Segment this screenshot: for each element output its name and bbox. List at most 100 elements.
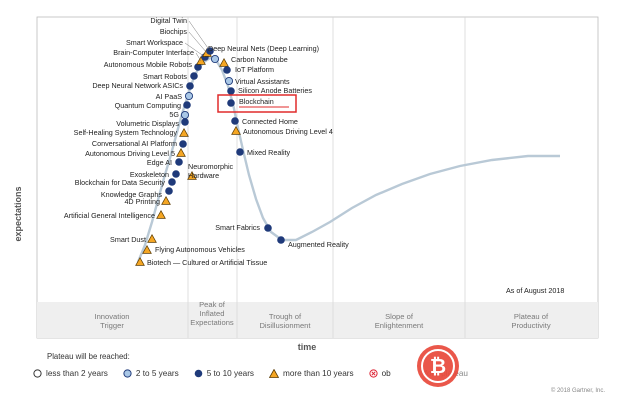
label-smart-workspace: Smart Workspace	[126, 38, 183, 47]
label-connected-home: Connected Home	[242, 117, 298, 126]
label-quantum-computing: Quantum Computing	[115, 101, 181, 110]
marker-ai-paas	[184, 91, 194, 101]
connector-line	[188, 20, 211, 52]
phase-label: Trough of	[269, 312, 302, 321]
label-augmented-reality: Augmented Reality	[288, 240, 349, 249]
legend-label: less than 2 years	[46, 369, 108, 378]
label-5g: 5G	[169, 110, 179, 119]
label-autonomous-mobile-robots: Autonomous Mobile Robots	[104, 60, 193, 69]
label-smart-robots: Smart Robots	[143, 72, 187, 81]
marker-iot-platform	[223, 66, 231, 74]
phase-label: Inflated	[200, 309, 225, 318]
marker-neuromorphic-hardware	[187, 170, 197, 180]
marker-carbon-nanotube	[219, 57, 229, 67]
label-conversational-ai-platform: Conversational AI Platform	[92, 139, 177, 148]
as-of-date: As of August 2018	[506, 286, 565, 295]
label-4d-printing: 4D Printing	[124, 197, 160, 206]
phase-label: Peak of	[199, 300, 226, 309]
label-digital-twin: Digital Twin	[150, 16, 187, 25]
x-axis-label: time	[298, 342, 317, 352]
phase-label: Productivity	[511, 321, 550, 330]
phase-label: Disillusionment	[259, 321, 311, 330]
copyright-credit: © 2018 Gartner, Inc.	[550, 388, 605, 394]
phase-label: Trigger	[100, 321, 124, 330]
marker-flying-autonomous-vehicles	[142, 244, 152, 254]
svg-text:₿: ₿	[430, 354, 446, 378]
connector-line	[188, 31, 208, 54]
marker-biotech-cultured-or-artificial-tissue	[135, 256, 145, 266]
marker-knowledge-graphs	[165, 187, 173, 195]
technology-markers	[135, 20, 285, 266]
marker-5g	[180, 110, 190, 120]
label-carbon-nanotube: Carbon Nanotube	[231, 55, 288, 64]
label-smart-dust: Smart Dust	[110, 235, 146, 244]
bitcoin-watermark-icon: ₿	[417, 345, 459, 387]
label-flying-autonomous-vehicles: Flying Autonomous Vehicles	[155, 245, 245, 254]
marker-smart-fabrics	[264, 224, 272, 232]
marker-mixed-reality	[236, 148, 244, 156]
label-deep-neural-nets-deep-learning: Deep Neural Nets (Deep Learning)	[208, 44, 319, 53]
marker-deep-neural-nets-deep-learning	[210, 54, 220, 64]
marker-4d-printing	[161, 195, 171, 205]
marker-blockchain-for-data-security	[168, 178, 176, 186]
marker-silicon-anode-batteries	[227, 87, 235, 95]
label-mixed-reality: Mixed Reality	[247, 148, 291, 157]
marker-blockchain	[227, 99, 235, 107]
legend-2-to-5-years: 2 to 5 years	[123, 369, 179, 378]
marker-smart-dust	[147, 233, 157, 243]
y-axis-label: expectations	[13, 186, 23, 241]
marker-virtual-assistants	[224, 76, 234, 86]
connector-line	[195, 52, 202, 62]
label-silicon-anode-batteries: Silicon Anode Batteries	[238, 86, 312, 95]
phase-label: Plateau of	[514, 312, 549, 321]
phase-label: Slope of	[385, 312, 414, 321]
label-iot-platform: IoT Platform	[235, 65, 274, 74]
marker-smart-robots	[190, 72, 198, 80]
phase-label: Expectations	[190, 318, 234, 327]
blockchain-highlight-box	[217, 94, 297, 113]
label-artificial-general-intelligence: Artificial General Intelligence	[64, 211, 155, 220]
label-blockchain-for-data-security: Blockchain for Data Security	[75, 178, 166, 187]
phase-label: Enlightenment	[375, 321, 424, 330]
label-ai-paas: AI PaaS	[156, 92, 183, 101]
label-smart-fabrics: Smart Fabrics	[215, 223, 260, 232]
dark-blue-circle-icon	[194, 369, 202, 378]
label-blockchain: Blockchain	[239, 97, 274, 106]
label-virtual-assistants: Virtual Assistants	[235, 77, 290, 86]
label-brain-computer-interface: Brain-Computer Interface	[113, 48, 194, 57]
marker-quantum-computing	[183, 101, 191, 109]
label-autonomous-driving-level-5: Autonomous Driving Level 5	[85, 149, 175, 158]
marker-autonomous-driving-level-4	[231, 125, 241, 135]
marker-edge-ai	[175, 158, 183, 166]
marker-augmented-reality	[277, 236, 285, 244]
legend-label: ob	[381, 369, 391, 378]
technology-labels: Biotech — Cultured or Artificial Tissue F…	[64, 16, 349, 267]
marker-autonomous-mobile-robots	[194, 63, 202, 71]
hype-curve	[136, 56, 560, 263]
label-biochips: Biochips	[160, 27, 188, 36]
marker-conversational-ai-platform	[179, 140, 187, 148]
orange-triangle-icon	[269, 369, 280, 378]
legend-label: more than 10 years	[283, 369, 354, 378]
connector-line	[184, 42, 206, 58]
label-edge-ai: Edge AI	[147, 158, 172, 167]
label-biotech-cultured-or-artificial-tissue: Biotech — Cultured or Artificial Tissue	[147, 258, 267, 267]
label-autonomous-driving-level-4: Autonomous Driving Level 4	[243, 127, 333, 136]
marker-exoskeleton	[172, 170, 180, 178]
legend-label: 5 to 10 years	[206, 369, 255, 378]
label-self-healing-system-technology: Self-Healing System Technology	[74, 128, 178, 137]
label-neuromorphic-hardware: Neuromorphic Hardware	[188, 162, 234, 180]
label-exoskeleton: Exoskeleton	[130, 170, 169, 179]
legend-label: 2 to 5 years	[135, 369, 179, 378]
red-x-circle-icon	[368, 369, 378, 378]
legend-5-to-10-years: 5 to 10 years	[194, 369, 254, 378]
marker-volumetric-displays	[181, 118, 189, 126]
light-blue-circle-icon	[123, 369, 132, 378]
white-circle-icon	[33, 369, 42, 378]
marker-self-healing-system-technology	[179, 127, 189, 137]
label-deep-neural-network-asics: Deep Neural Network ASICs	[92, 81, 183, 90]
phase-label: Innovation	[94, 312, 129, 321]
plot-frame	[36, 16, 599, 339]
